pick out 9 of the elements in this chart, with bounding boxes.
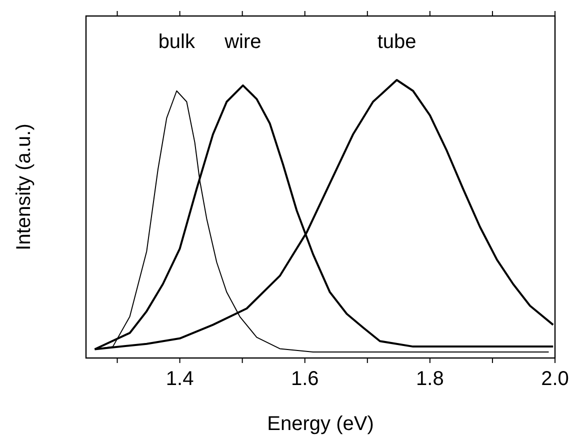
legend-label: bulk [158, 31, 196, 53]
x-tick-label: 1.8 [416, 368, 444, 390]
x-tick-label: 1.6 [290, 368, 319, 390]
legend-label: tube [377, 31, 416, 53]
legend-label: wire [224, 31, 262, 53]
x-tick-label: 1.4 [166, 368, 194, 390]
x-tick-label: 2.0 [541, 368, 569, 390]
x-axis-title: Energy (eV) [267, 413, 374, 435]
y-axis-title: Intensity (a.u.) [13, 124, 35, 250]
